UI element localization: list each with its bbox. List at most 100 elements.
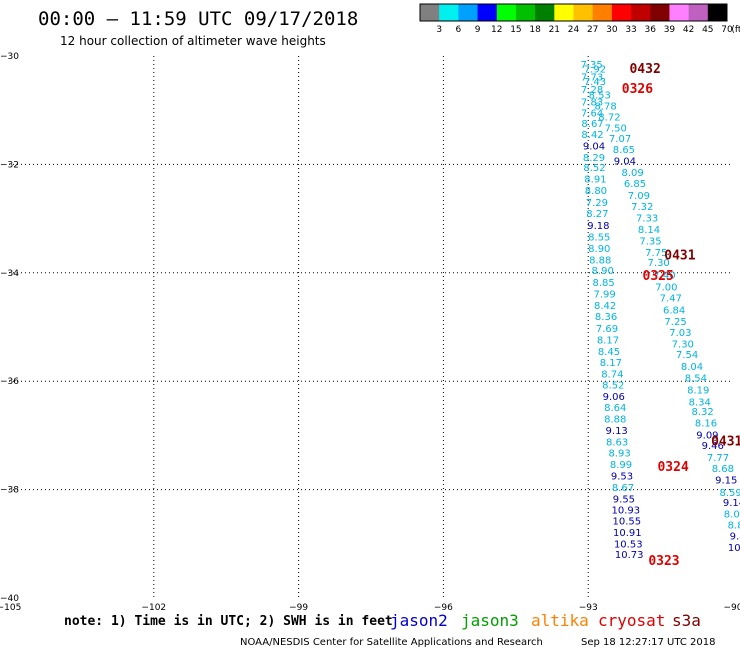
color-swatch xyxy=(573,4,594,21)
wave-height-value: 7.83 xyxy=(581,98,603,109)
wave-height-value: 8.78 xyxy=(594,101,616,112)
wave-height-value: 7.32 xyxy=(631,202,653,213)
wave-height-value: 8.90 xyxy=(592,266,614,277)
wave-height-value: 7.25 xyxy=(664,317,686,328)
wave-height-value: 8.17 xyxy=(597,335,619,346)
wave-height-value: 7.77 xyxy=(707,453,729,464)
wave-height-value: 10.73 xyxy=(615,550,644,561)
color-swatch xyxy=(669,4,690,21)
wave-height-value: 7.30 xyxy=(672,339,694,350)
x-tick-label: −99 xyxy=(289,603,308,613)
color-scale-label: 12 xyxy=(491,25,502,35)
axis-tick-labels: −105 −102 −99 −96 −93 −90 −30 −32 −34 −36 −38 −40 xyxy=(0,52,740,613)
wave-height-value: 8.74 xyxy=(601,370,623,381)
wave-height-value: 10.53 xyxy=(614,539,643,550)
wave-height-value: 7.73 xyxy=(581,73,603,84)
x-tick-label: −102 xyxy=(141,603,166,613)
y-tick-label: −30 xyxy=(0,52,19,62)
wave-height-value: 9.46 xyxy=(702,441,724,452)
x-tick-label: −96 xyxy=(434,603,453,613)
wave-height-value: 7.07 xyxy=(609,134,631,145)
wave-height-value: 8.82 xyxy=(728,520,740,531)
wave-height-value: 8.91 xyxy=(584,174,606,185)
wave-height-value: 7.75 xyxy=(645,248,667,259)
color-scale-label: 24 xyxy=(568,25,580,35)
wave-height-value: 7.35 xyxy=(580,60,602,71)
wave-height-value: 8.65 xyxy=(613,145,635,156)
y-tick-label: −34 xyxy=(0,269,19,279)
chart-title: 00:00 – 11:59 UTC 09/17/2018 xyxy=(38,8,358,30)
wave-height-value: 7.09 xyxy=(628,191,650,202)
wave-height-value: 8.64 xyxy=(604,403,626,414)
color-scale-label: 21 xyxy=(549,25,560,35)
color-swatch xyxy=(707,4,728,21)
color-scale-frame xyxy=(419,3,728,22)
legend-entry: cryosat xyxy=(598,611,665,630)
wave-height-value: 10.91 xyxy=(613,528,642,539)
color-scale-label: 15 xyxy=(510,25,521,35)
wave-height-value: 9.06 xyxy=(603,392,625,403)
legend-entry: altika xyxy=(531,611,589,630)
color-swatch xyxy=(650,4,670,21)
color-scale-label: 3 xyxy=(436,25,442,35)
timestamp-text: Sep 18 12:27:17 UTC 2018 xyxy=(581,637,715,648)
wave-height-value: 8.27 xyxy=(586,209,608,220)
wave-height-value: 9.55 xyxy=(613,494,635,505)
wave-height-value: 8.32 xyxy=(691,407,713,418)
wave-height-value: 7.35 xyxy=(639,236,661,247)
wave-height-value: 8.52 xyxy=(602,380,624,391)
wave-height-value: 8.67 xyxy=(581,119,603,130)
color-scale-label: 9 xyxy=(475,25,481,35)
wave-height-value: 8.42 xyxy=(581,130,603,141)
wave-height-value: 8.04 xyxy=(681,362,703,373)
pass-time-label: 0431 xyxy=(664,248,695,263)
wave-height-value: 7.92 xyxy=(584,64,606,75)
wave-height-value: 9.04 xyxy=(614,157,636,168)
wave-height-value: 8.85 xyxy=(593,278,615,289)
wave-height-value: 7.47 xyxy=(660,294,682,305)
y-tick-label: −32 xyxy=(0,160,19,170)
wave-height-value: 8.99 xyxy=(610,460,632,471)
pass-time-label: 0323 xyxy=(648,554,679,569)
wave-height-value: 7.54 xyxy=(676,350,698,361)
wave-height-value: 7.00 xyxy=(655,282,677,293)
wave-height-value: 7.69 xyxy=(596,324,618,335)
y-tick-label: −38 xyxy=(0,486,19,496)
wave-height-value: 10.57 xyxy=(728,543,740,554)
wave-height-value: 8.68 xyxy=(712,464,734,475)
color-swatch xyxy=(631,4,651,21)
wave-height-value: 9.81 xyxy=(730,532,740,543)
color-swatch xyxy=(420,4,440,21)
credit-text: NOAA/NESDIS Center for Satellite Applica… xyxy=(240,637,543,648)
chart-subtitle: 12 hour collection of altimeter wave hei… xyxy=(60,34,326,48)
wave-height-value: 7.28 xyxy=(581,85,603,96)
color-scale-label: 33 xyxy=(625,25,636,35)
color-scale-label: 36 xyxy=(645,25,657,35)
wave-height-value: 9.18 xyxy=(587,221,609,232)
color-scale-label: (ft) xyxy=(731,25,740,35)
wave-height-value: 8.67 xyxy=(612,483,634,494)
color-swatch xyxy=(439,4,459,21)
footnote: note: 1) Time is in UTC; 2) SWH is in fe… xyxy=(64,614,393,629)
wave-height-value: 9.13 xyxy=(606,426,628,437)
wave-height-value: 7.29 xyxy=(586,198,608,209)
wave-height-value: 8.93 xyxy=(608,449,630,460)
pass-time-label: 0325 xyxy=(643,269,674,284)
color-scale-label: 39 xyxy=(664,25,676,35)
legend-entry: jason3 xyxy=(461,611,519,630)
color-swatch xyxy=(592,4,613,21)
color-swatch xyxy=(688,4,709,21)
grid-lines xyxy=(9,56,733,598)
wave-height-value: 7.50 xyxy=(605,124,627,135)
color-swatch xyxy=(611,4,632,21)
pass-time-label: 0431 xyxy=(711,434,740,449)
color-scale-label: 30 xyxy=(606,25,618,35)
color-scale-label: 18 xyxy=(529,25,541,35)
pass-time-label: 0432 xyxy=(629,62,660,77)
wave-height-value: 6.85 xyxy=(624,179,646,190)
wave-height-value: 8.52 xyxy=(583,163,605,174)
wave-height-value: 8.88 xyxy=(604,415,626,426)
wave-height-value: 8.59 xyxy=(719,488,740,499)
